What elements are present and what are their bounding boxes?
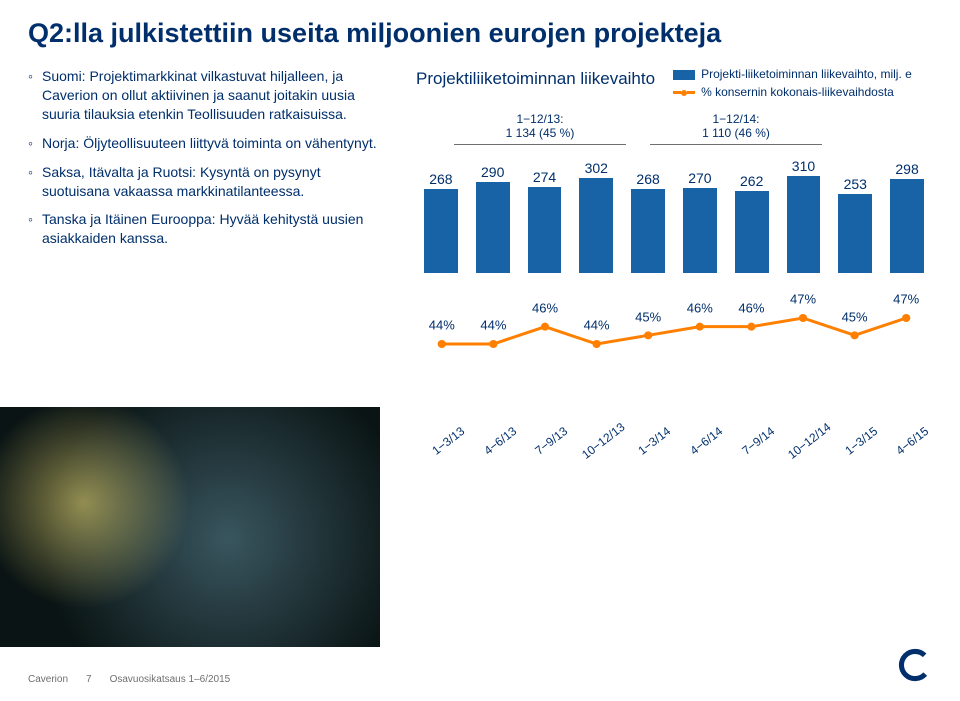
- bar: [683, 188, 717, 272]
- period-label: 1−12/13: 1 134 (45 %): [442, 112, 638, 141]
- footer-page-no: 7: [86, 674, 92, 685]
- pct-value-label: 47%: [893, 292, 919, 307]
- bar: [476, 182, 510, 273]
- xaxis-tick: 10−12/13: [578, 419, 627, 462]
- chart-title: Projektiliiketoiminnan liikevaihto: [416, 67, 655, 89]
- bullet-list: Suomi: Projektimarkkinat vilkastuvat hil…: [28, 67, 388, 455]
- pct-value-label: 45%: [635, 309, 661, 324]
- xaxis-tick: 7−9/14: [733, 419, 782, 462]
- legend-line: % konsernin kokonais-liikevaihdosta: [673, 85, 912, 99]
- xaxis-tick: 7−9/13: [527, 419, 576, 462]
- bar: [838, 194, 872, 273]
- period-label: 1−12/14: 1 110 (46 %): [638, 112, 834, 141]
- bar: [890, 179, 924, 272]
- caverion-logo: [898, 648, 932, 687]
- legend-label: % konsernin kokonais-liikevaihdosta: [701, 85, 894, 99]
- line-chart: 44% 44% 46% 44% 45% 46% 46% 47% 45% 47%: [416, 279, 932, 409]
- bar-cell: 253: [830, 176, 880, 273]
- list-item: Suomi: Projektimarkkinat vilkastuvat hil…: [28, 67, 388, 124]
- bar-cell: 290: [468, 164, 518, 273]
- xaxis-tick: 4−6/13: [475, 419, 524, 462]
- bar-value-label: 253: [844, 176, 867, 192]
- bar: [579, 178, 613, 272]
- bar-value-label: 274: [533, 169, 556, 185]
- bar-value-label: 290: [481, 164, 504, 180]
- bar: [424, 189, 458, 273]
- bar: [528, 187, 562, 273]
- bar-cell: 270: [675, 170, 725, 272]
- footer: Caverion 7 Osavuosikatsaus 1–6/2015: [28, 674, 230, 685]
- bar: [735, 191, 769, 273]
- bar-chart: 268 290 274 302 268 270 262 310 253 298: [416, 153, 932, 273]
- period-labels-row: 1−12/13: 1 134 (45 %) 1−12/14: 1 110 (46…: [416, 108, 932, 141]
- xaxis-tick: 4−6/15: [888, 419, 937, 462]
- pct-value-label: 44%: [584, 318, 610, 333]
- bar-value-label: 298: [895, 161, 918, 177]
- legend-swatch-bar: [673, 70, 695, 80]
- xaxis-tick: 4−6/14: [682, 419, 731, 462]
- page-title: Q2:lla julkistettiin useita miljoonien e…: [28, 18, 932, 49]
- bar-cell: 298: [882, 161, 932, 272]
- footer-brand: Caverion: [28, 674, 68, 685]
- bar: [787, 176, 821, 273]
- xaxis-tick: 1−3/13: [424, 419, 473, 462]
- legend-bar: Projekti-liiketoiminnan liikevaihto, mil…: [673, 67, 912, 81]
- xaxis-tick: 1−3/14: [630, 419, 679, 462]
- list-item: Tanska ja Itäinen Eurooppa: Hyvää kehity…: [28, 210, 388, 248]
- xaxis-tick: 10−12/14: [785, 419, 834, 462]
- bar-cell: 262: [727, 173, 777, 273]
- bar-value-label: 268: [636, 171, 659, 187]
- chart-legend: Projekti-liiketoiminnan liikevaihto, mil…: [673, 67, 912, 104]
- bar-value-label: 310: [792, 158, 815, 174]
- x-axis: 1−3/134−6/137−9/1310−12/131−3/144−6/147−…: [416, 409, 932, 455]
- bar-value-label: 262: [740, 173, 763, 189]
- pct-value-label: 46%: [532, 301, 558, 316]
- bar-value-label: 268: [429, 171, 452, 187]
- list-item: Saksa, Itävalta ja Ruotsi: Kysyntä on py…: [28, 163, 388, 201]
- pct-value-label: 46%: [738, 301, 764, 316]
- pct-value-label: 44%: [429, 318, 455, 333]
- legend-label: Projekti-liiketoiminnan liikevaihto, mil…: [701, 67, 912, 81]
- pct-value-label: 44%: [480, 318, 506, 333]
- pct-value-label: 45%: [842, 309, 868, 324]
- xaxis-tick: 1−3/15: [836, 419, 885, 462]
- bar-value-label: 302: [585, 160, 608, 176]
- bar-cell: 268: [623, 171, 673, 273]
- decorative-photo: [0, 407, 380, 647]
- chart-area: Projektiliiketoiminnan liikevaihto Proje…: [416, 67, 932, 455]
- bar-cell: 274: [520, 169, 570, 273]
- pct-value-label: 47%: [790, 292, 816, 307]
- footer-doc: Osavuosikatsaus 1–6/2015: [110, 674, 231, 685]
- legend-swatch-line: [673, 91, 695, 94]
- bar-cell: 302: [571, 160, 621, 272]
- bar-cell: 268: [416, 171, 466, 273]
- bar: [631, 189, 665, 273]
- bar-value-label: 270: [688, 170, 711, 186]
- content-row: Suomi: Projektimarkkinat vilkastuvat hil…: [28, 67, 932, 455]
- bar-cell: 310: [779, 158, 829, 273]
- pct-value-label: 46%: [687, 301, 713, 316]
- list-item: Norja: Öljyteollisuuteen liittyvä toimin…: [28, 134, 388, 153]
